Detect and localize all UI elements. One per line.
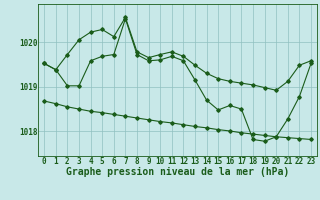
- X-axis label: Graphe pression niveau de la mer (hPa): Graphe pression niveau de la mer (hPa): [66, 167, 289, 177]
